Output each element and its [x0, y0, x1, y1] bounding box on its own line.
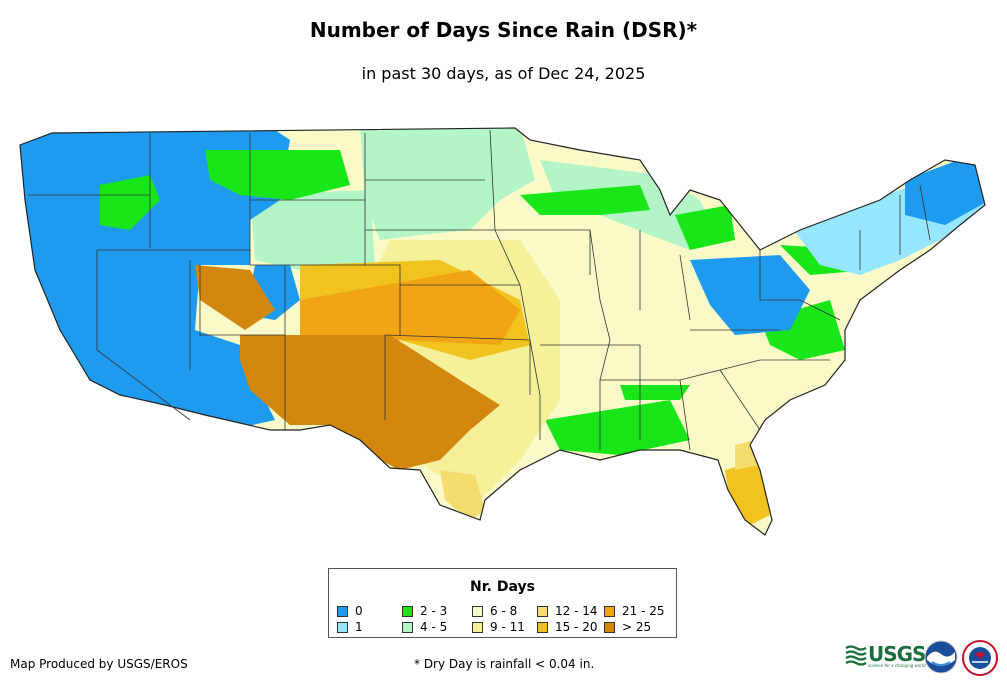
- map-title: Number of Days Since Rain (DSR)*: [309, 18, 698, 42]
- legend: Nr. Days 0 1 2 - 3 4 - 5 6 - 8 9 - 11 12…: [328, 568, 677, 638]
- legend-item-21-25: 21 - 25: [604, 605, 665, 617]
- legend-swatch: [604, 622, 615, 633]
- nws-logo-icon: [962, 640, 998, 676]
- dsr-region-2-3-south: [545, 400, 690, 455]
- usgs-tagline: science for a changing world: [868, 663, 926, 668]
- legend-swatch: [537, 622, 548, 633]
- usgs-logo-icon: [845, 645, 867, 666]
- noaa-logo-icon: [924, 640, 958, 674]
- legend-item-1: 1: [337, 621, 363, 633]
- dsr-region-0-new-england: [905, 150, 985, 225]
- legend-swatch: [537, 606, 548, 617]
- legend-swatch: [472, 606, 483, 617]
- dsr-region-2-3-mississippi: [620, 385, 690, 400]
- legend-swatch: [604, 606, 615, 617]
- legend-item-12-14: 12 - 14: [537, 605, 598, 617]
- dsr-region-4-5-wyoming: [250, 190, 375, 270]
- dsr-region-15-20-florida: [725, 460, 770, 525]
- legend-swatch: [472, 622, 483, 633]
- legend-item-0: 0: [337, 605, 363, 617]
- producer-credit: Map Produced by USGS/EROS: [10, 657, 188, 671]
- legend-item-2-3: 2 - 3: [402, 605, 447, 617]
- dsr-region-2-3-wisconsin: [520, 185, 650, 215]
- legend-swatch: [337, 606, 348, 617]
- legend-item-9-11: 9 - 11: [472, 621, 525, 633]
- dsr-region-2-3-michigan: [675, 205, 735, 250]
- legend-item-6-8: 6 - 8: [472, 605, 517, 617]
- dsr-region-gt25-new-mexico-texas: [240, 335, 500, 470]
- dsr-region-2-3-northwest: [100, 175, 160, 230]
- usgs-wordmark: USGS: [868, 642, 926, 666]
- legend-swatch: [402, 606, 413, 617]
- dsr-region-12-14-texas-coast: [440, 470, 485, 520]
- legend-item-4-5: 4 - 5: [402, 621, 447, 633]
- legend-swatch: [402, 622, 413, 633]
- legend-swatch: [337, 622, 348, 633]
- dsr-region-0-ohio-valley: [690, 255, 810, 335]
- state-borders: [28, 129, 931, 451]
- dsr-region-gt25-colorado: [195, 265, 275, 330]
- legend-item-gt25: > 25: [604, 621, 651, 633]
- dsr-region-12-14-florida: [735, 440, 760, 470]
- legend-item-15-20: 15 - 20: [537, 621, 598, 633]
- dsr-region-2-3-montana: [205, 150, 350, 200]
- legend-title: Nr. Days: [470, 579, 535, 595]
- map-subtitle: in past 30 days, as of Dec 24, 2025: [361, 64, 646, 83]
- dry-day-note: * Dry Day is rainfall < 0.04 in.: [414, 657, 595, 671]
